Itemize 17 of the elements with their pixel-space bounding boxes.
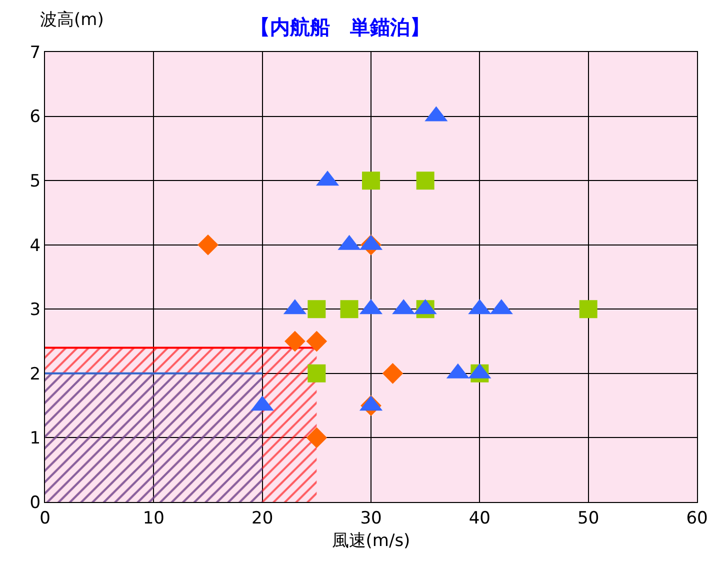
x-tick-label: 50: [578, 508, 600, 528]
x-axis-title: 風速(m/s): [332, 530, 410, 551]
y-tick-label: 2: [30, 364, 41, 384]
x-tick-label: 30: [360, 508, 382, 528]
y-tick-label: 6: [30, 107, 41, 128]
y-tick-label: 4: [30, 236, 41, 256]
y-tick-label: 3: [30, 300, 41, 320]
y-axis-title: 波高(m): [40, 10, 104, 30]
chart-title: 【内航船 単錨泊】: [250, 15, 430, 40]
x-tick-label: 20: [252, 508, 274, 528]
y-tick-label: 0: [30, 492, 41, 513]
x-tick-label: 10: [142, 508, 164, 528]
y-tick-label: 7: [30, 42, 41, 63]
x-tick-label: 40: [468, 508, 490, 528]
y-tick-label: 1: [30, 428, 41, 449]
y-tick-label: 5: [30, 172, 41, 192]
x-tick-label: 60: [686, 508, 708, 528]
